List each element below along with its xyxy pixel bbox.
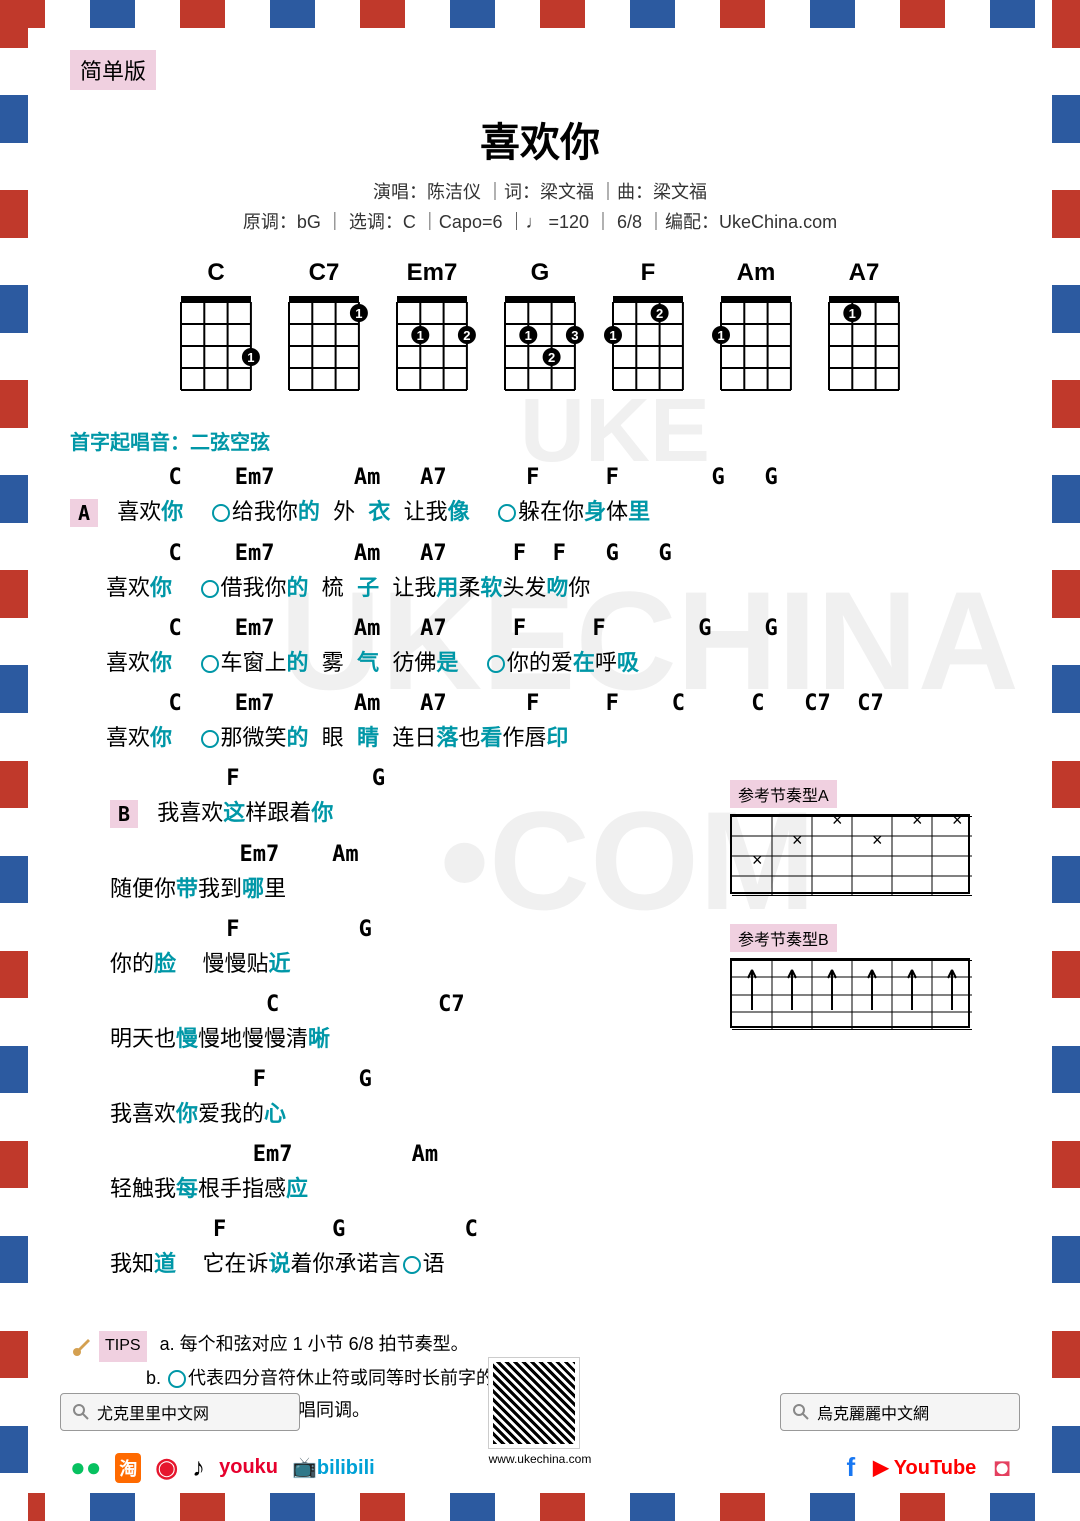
instagram-icon[interactable]: ◘ <box>994 1452 1010 1483</box>
svg-text:1: 1 <box>525 328 532 343</box>
strum-a-label: 参考节奏型A <box>730 780 837 808</box>
chord-G: G123 <box>495 259 585 406</box>
taobao-icon[interactable]: 淘 <box>115 1453 141 1483</box>
search-right[interactable]: 烏克麗麗中文網 <box>780 1393 1020 1431</box>
chord-line: F G C <box>110 1217 1010 1242</box>
qr-code <box>489 1358 579 1448</box>
svg-text:1: 1 <box>417 328 424 343</box>
chord-line: C Em7 Am A7 F F G G <box>70 616 1010 641</box>
svg-text:1: 1 <box>355 306 362 321</box>
svg-text:×: × <box>832 816 843 830</box>
svg-text:3: 3 <box>571 328 578 343</box>
lyric-line: 喜欢你 那微笑的 眼 睛 连日落也看作唇印 <box>70 720 1010 752</box>
svg-text:×: × <box>872 830 883 850</box>
lyric-line: 我知道 它在诉说着你承诺言语 <box>110 1246 1010 1278</box>
social-icons-right: f ▶ YouTube ◘ <box>846 1452 1010 1483</box>
facebook-icon[interactable]: f <box>846 1452 855 1483</box>
version-badge: 简单版 <box>70 50 156 90</box>
lyric-line: 喜欢你 车窗上的 雾 气 彷佛是 你的爱在呼吸 <box>70 645 1010 677</box>
footer: 尤克里里中文网 www.ukechina.com 烏克麗麗中文網 <box>60 1358 1020 1466</box>
tiktok-icon[interactable]: ♪ <box>192 1452 205 1483</box>
svg-text:2: 2 <box>548 350 555 365</box>
chord-C7: C71 <box>279 259 369 406</box>
strum-a-diagram: × × × × × × <box>730 814 970 894</box>
chord-line: Em7 Am <box>110 1142 1010 1167</box>
website-url: www.ukechina.com <box>489 1452 592 1466</box>
strum-b-label: 参考节奏型B <box>730 924 837 952</box>
lyric-line: 轻触我每根手指感应 <box>110 1171 1010 1203</box>
weibo-icon[interactable]: ◉ <box>155 1452 178 1483</box>
chord-line: F G <box>110 1067 1010 1092</box>
song-meta-credits: 演唱：陈洁仪 ｜词：梁文福 ｜曲：梁文福 <box>70 178 1010 204</box>
chord-Am: Am1 <box>711 259 801 406</box>
svg-text:1: 1 <box>849 306 856 321</box>
svg-text:×: × <box>912 816 923 830</box>
lyric-line: 我喜欢你爱我的心 <box>110 1096 1010 1128</box>
song-meta-key: 原调：bG ｜ 选调：C ｜Capo=6 ｜♩ =120 ｜ 6/8 ｜编配：U… <box>70 208 1010 234</box>
chord-F: F12 <box>603 259 693 406</box>
svg-text:2: 2 <box>463 328 470 343</box>
song-title: 喜欢你 <box>70 110 1010 168</box>
bilibili-icon[interactable]: 📺bilibili <box>292 1455 375 1480</box>
search-icon <box>73 1404 89 1420</box>
search-icon <box>793 1404 809 1420</box>
wechat-icon[interactable]: ●● <box>70 1452 101 1483</box>
svg-text:1: 1 <box>609 328 616 343</box>
strum-patterns: 参考节奏型A × × × × × <box>730 780 990 1058</box>
ukulele-icon <box>70 1333 94 1357</box>
chord-line: C Em7 Am A7 F F G G <box>70 465 1010 490</box>
lyric-line: 喜欢你 借我你的 梳 子 让我用柔软头发吻你 <box>70 570 1010 602</box>
chord-C: C1 <box>171 259 261 406</box>
youtube-icon[interactable]: ▶ YouTube <box>873 1455 976 1480</box>
svg-text:×: × <box>952 816 963 830</box>
start-note: 首字起唱音：二弦空弦 <box>70 426 1010 455</box>
svg-text:×: × <box>792 830 803 850</box>
lyric-line: A 喜欢你 给我你的 外 衣 让我像 躲在你身体里 <box>70 494 1010 527</box>
youku-icon[interactable]: youku <box>219 1456 278 1479</box>
chord-line: C Em7 Am A7 F F C C C7 C7 <box>70 691 1010 716</box>
section-a: C Em7 Am A7 F F G G A 喜欢你 给我你的 外 衣 让我像 躲在… <box>70 465 1010 752</box>
chord-diagrams-row: C1C71Em712G123F12Am1A71 <box>70 259 1010 406</box>
social-icons-left: ●● 淘 ◉ ♪ youku 📺bilibili <box>70 1452 375 1483</box>
svg-text:1: 1 <box>247 350 254 365</box>
chord-A7: A71 <box>819 259 909 406</box>
strum-b-diagram: ⌐ | ⌐ | <box>730 958 970 1028</box>
svg-text:2: 2 <box>656 306 663 321</box>
search-left[interactable]: 尤克里里中文网 <box>60 1393 300 1431</box>
svg-text:1: 1 <box>717 328 724 343</box>
tip-a: a. 每个和弦对应 1 小节 6/8 拍节奏型。 <box>160 1334 469 1354</box>
chord-line: C Em7 Am A7 F F G G <box>70 541 1010 566</box>
svg-text:×: × <box>752 850 763 870</box>
chord-Em7: Em712 <box>387 259 477 406</box>
